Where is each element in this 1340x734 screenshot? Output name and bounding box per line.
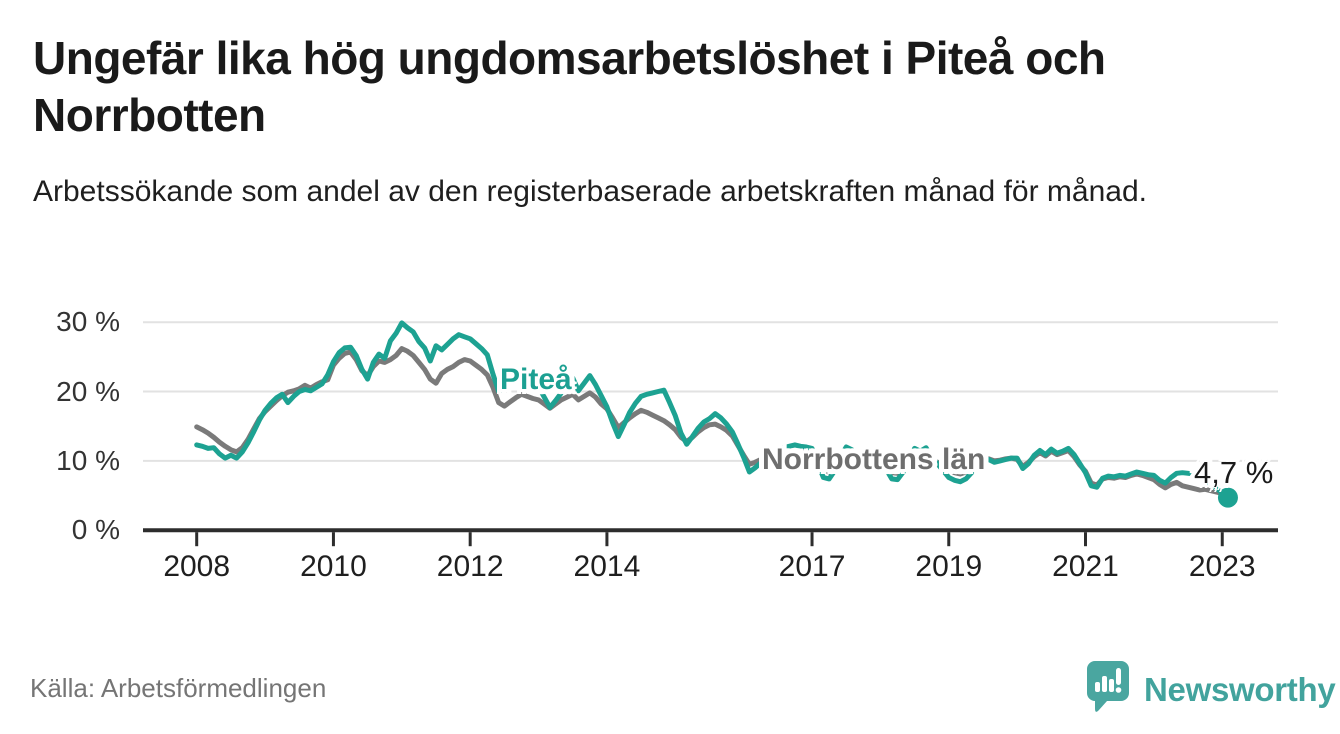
norrbotten-line (194, 346, 1231, 498)
logo-exclamation-dot (1115, 687, 1122, 693)
chart-subtitle: Arbetssökande som andel av den registerb… (33, 175, 1147, 208)
series-label-norrbotten: Norrbottens län (762, 443, 986, 476)
y-axis-tick-label: 30 % (56, 306, 120, 338)
x-axis-tick-label: 2021 (1052, 550, 1119, 583)
series-label-pitea: Piteå (500, 363, 572, 396)
x-axis-tick-label: 2023 (1188, 550, 1256, 583)
latest-value-dot (1217, 487, 1238, 508)
logo-bar-2 (1102, 676, 1107, 692)
newsworthy-logo-icon (1087, 661, 1129, 712)
x-axis-tick-label: 2019 (915, 550, 983, 583)
y-axis-tick-label: 10 % (56, 444, 120, 476)
x-axis-tick-label: 2008 (163, 550, 231, 583)
source-note: Källa: Arbetsförmedlingen (30, 673, 327, 703)
y-axis-tick-label: 20 % (56, 375, 120, 407)
pitea-line (194, 320, 1231, 501)
newsworthy-branding: Newsworthy (1086, 660, 1336, 714)
x-axis-tick-label: 2017 (778, 550, 846, 583)
newsworthy-wordmark: Newsworthy (1144, 671, 1336, 708)
logo-bar-1 (1095, 682, 1100, 692)
logo-bubble (1087, 661, 1129, 712)
chart-title: Ungefär lika hög ungdomsarbetslöshet i P… (33, 32, 1106, 141)
y-axis-tick-label: 0 % (71, 514, 120, 546)
x-axis-tick-label: 2010 (300, 550, 367, 583)
logo-exclamation-bar (1116, 668, 1121, 685)
end-value-annotation: 4,7 % (1194, 455, 1274, 490)
logo-bar-3 (1109, 679, 1114, 692)
x-axis-tick-label: 2012 (436, 550, 504, 583)
x-axis-tick-label: 2014 (573, 550, 641, 583)
